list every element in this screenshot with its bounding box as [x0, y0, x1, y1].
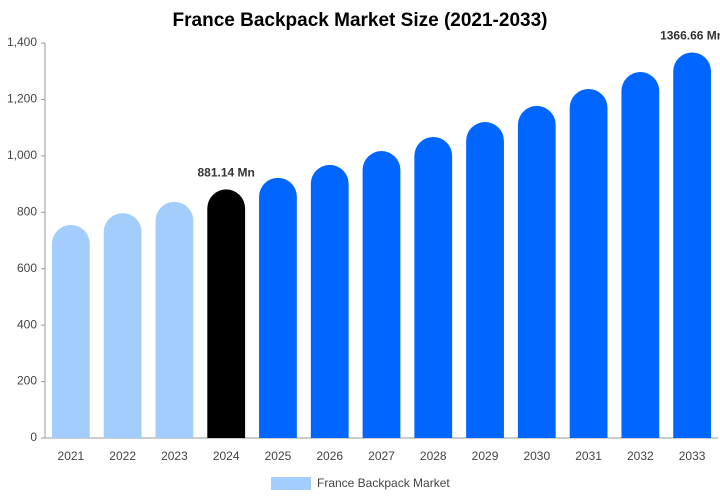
- bar: [51, 224, 90, 438]
- x-tick-label: 2032: [627, 449, 654, 463]
- y-tick-label: 800: [17, 204, 37, 218]
- y-tick-label: 1,400: [7, 35, 37, 49]
- bar: [517, 105, 556, 438]
- y-tick-label: 1,200: [7, 92, 37, 106]
- bar: [103, 213, 142, 438]
- x-tick-label: 2026: [316, 449, 343, 463]
- value-label: 881.14 Mn: [198, 166, 255, 180]
- legend-label: France Backpack Market: [317, 476, 450, 490]
- x-tick-label: 2027: [368, 449, 395, 463]
- bar: [673, 52, 712, 438]
- y-tick-label: 1,000: [7, 148, 37, 162]
- bar: [259, 177, 297, 438]
- x-tick-label: 2024: [213, 449, 240, 463]
- x-tick-label: 2023: [161, 449, 188, 463]
- x-tick-label: 2022: [109, 449, 136, 463]
- x-tick-label: 2028: [420, 449, 447, 463]
- bar: [621, 72, 660, 438]
- x-tick-label: 2031: [575, 449, 602, 463]
- x-tick-label: 2025: [265, 449, 292, 463]
- x-tick-label: 2021: [58, 449, 85, 463]
- bar: [466, 121, 504, 438]
- bar: [362, 151, 401, 438]
- bar: [155, 201, 194, 438]
- bar: [569, 88, 608, 439]
- value-label: 1366.66 Mn: [660, 29, 720, 43]
- y-tick-label: 0: [30, 430, 37, 444]
- bar: [414, 136, 453, 438]
- y-tick-label: 200: [17, 374, 37, 388]
- bar: [310, 164, 349, 439]
- x-tick-label: 2030: [523, 449, 550, 463]
- legend-swatch: [271, 477, 311, 490]
- y-tick-label: 600: [17, 261, 37, 275]
- x-tick-label: 2029: [472, 449, 499, 463]
- chart-title: France Backpack Market Size (2021-2033): [173, 10, 548, 31]
- bar: [207, 189, 246, 438]
- y-tick-label: 400: [17, 317, 37, 331]
- x-tick-label: 2033: [679, 449, 706, 463]
